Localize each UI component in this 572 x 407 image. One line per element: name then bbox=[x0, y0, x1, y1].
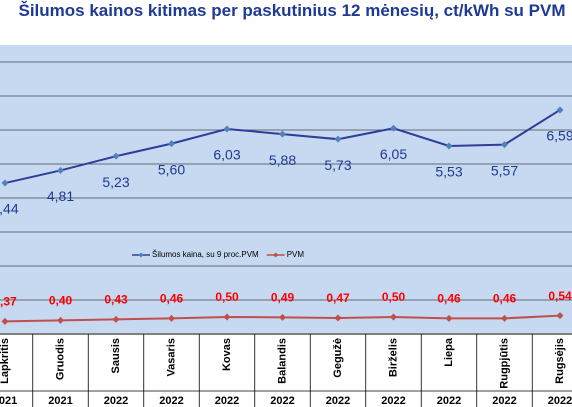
point-marker bbox=[501, 141, 508, 149]
data-label: 0,46 bbox=[160, 292, 184, 306]
point-marker bbox=[334, 135, 342, 143]
point-marker bbox=[1, 317, 9, 325]
legend-label: PVM bbox=[287, 250, 305, 259]
x-tick-label: Gegužė bbox=[332, 338, 344, 378]
x-tick-label: Sausis bbox=[110, 338, 122, 373]
x-tick-label: Gruodis bbox=[54, 338, 66, 380]
point-marker bbox=[112, 152, 120, 160]
point-marker bbox=[112, 315, 120, 323]
legend-marker bbox=[138, 252, 144, 258]
legend-marker bbox=[273, 252, 279, 258]
data-label: 0,50 bbox=[382, 290, 406, 304]
data-label: 6,05 bbox=[380, 146, 407, 162]
plot-area bbox=[0, 45, 572, 333]
x-tick-label: Rugsėjis bbox=[554, 338, 566, 384]
x-tick-year: 2022 bbox=[270, 395, 294, 407]
x-tick-label: Liepa bbox=[443, 337, 455, 367]
data-label: 0,54 bbox=[548, 289, 572, 303]
data-label: 6,59 bbox=[546, 128, 572, 144]
point-marker bbox=[334, 314, 342, 322]
data-label: 5,53 bbox=[435, 164, 462, 180]
data-label: 5,57 bbox=[491, 162, 518, 178]
data-label: 0,47 bbox=[326, 291, 350, 305]
x-tick-label: Vasaris bbox=[165, 338, 177, 377]
x-tick-label: Birželis bbox=[387, 338, 399, 377]
data-label: 0,49 bbox=[271, 291, 295, 305]
point-marker bbox=[279, 130, 286, 138]
data-label: 0,43 bbox=[104, 293, 128, 307]
point-marker bbox=[445, 314, 453, 322]
legend-label: Šilumos kaina, su 9 proc.PVM bbox=[152, 250, 259, 259]
point-marker bbox=[390, 124, 397, 132]
x-tick-year: 2021 bbox=[48, 395, 72, 407]
point-marker bbox=[390, 313, 397, 321]
x-tick-year: 2022 bbox=[159, 395, 183, 407]
data-label: 0,40 bbox=[49, 294, 73, 308]
data-label: 4,81 bbox=[47, 188, 74, 204]
data-label: 5,73 bbox=[324, 157, 351, 173]
point-marker bbox=[223, 125, 231, 133]
x-tick-label: Kovas bbox=[221, 338, 233, 371]
point-marker bbox=[57, 166, 64, 174]
point-marker bbox=[57, 316, 64, 324]
data-label: 5,88 bbox=[269, 152, 296, 168]
x-tick-year: 2022 bbox=[492, 395, 516, 407]
point-marker bbox=[168, 140, 175, 148]
point-marker bbox=[279, 313, 286, 321]
x-tick-year: 2022 bbox=[326, 395, 350, 407]
x-tick-label: Lapkritis bbox=[0, 338, 11, 384]
data-label: 0,50 bbox=[215, 290, 239, 304]
point-marker bbox=[501, 314, 508, 322]
x-tick-label: Balandis bbox=[276, 338, 288, 384]
data-label: 0,46 bbox=[493, 292, 517, 306]
point-marker bbox=[168, 314, 175, 322]
point-marker bbox=[445, 142, 453, 150]
point-marker bbox=[223, 313, 231, 321]
data-label: 5,23 bbox=[102, 174, 129, 190]
data-label: 6,03 bbox=[213, 147, 240, 163]
x-tick-year: 2022 bbox=[437, 395, 461, 407]
chart-title: Šilumos kainos kitimas per paskutinius 1… bbox=[18, 1, 566, 20]
point-marker bbox=[1, 179, 9, 187]
x-tick-year: 2021 bbox=[0, 395, 17, 407]
x-tick-year: 2022 bbox=[548, 395, 572, 407]
x-tick-year: 2022 bbox=[215, 395, 239, 407]
x-tick-label: Rugpjūtis bbox=[498, 338, 510, 389]
x-tick-year: 2022 bbox=[381, 395, 405, 407]
data-label: 4,44 bbox=[0, 201, 19, 217]
point-marker bbox=[556, 312, 564, 320]
data-label: 5,60 bbox=[158, 161, 185, 177]
x-tick-year: 2022 bbox=[104, 395, 128, 407]
data-label: 0,37 bbox=[0, 295, 17, 309]
data-label: 0,46 bbox=[437, 292, 461, 306]
point-marker bbox=[556, 106, 564, 114]
